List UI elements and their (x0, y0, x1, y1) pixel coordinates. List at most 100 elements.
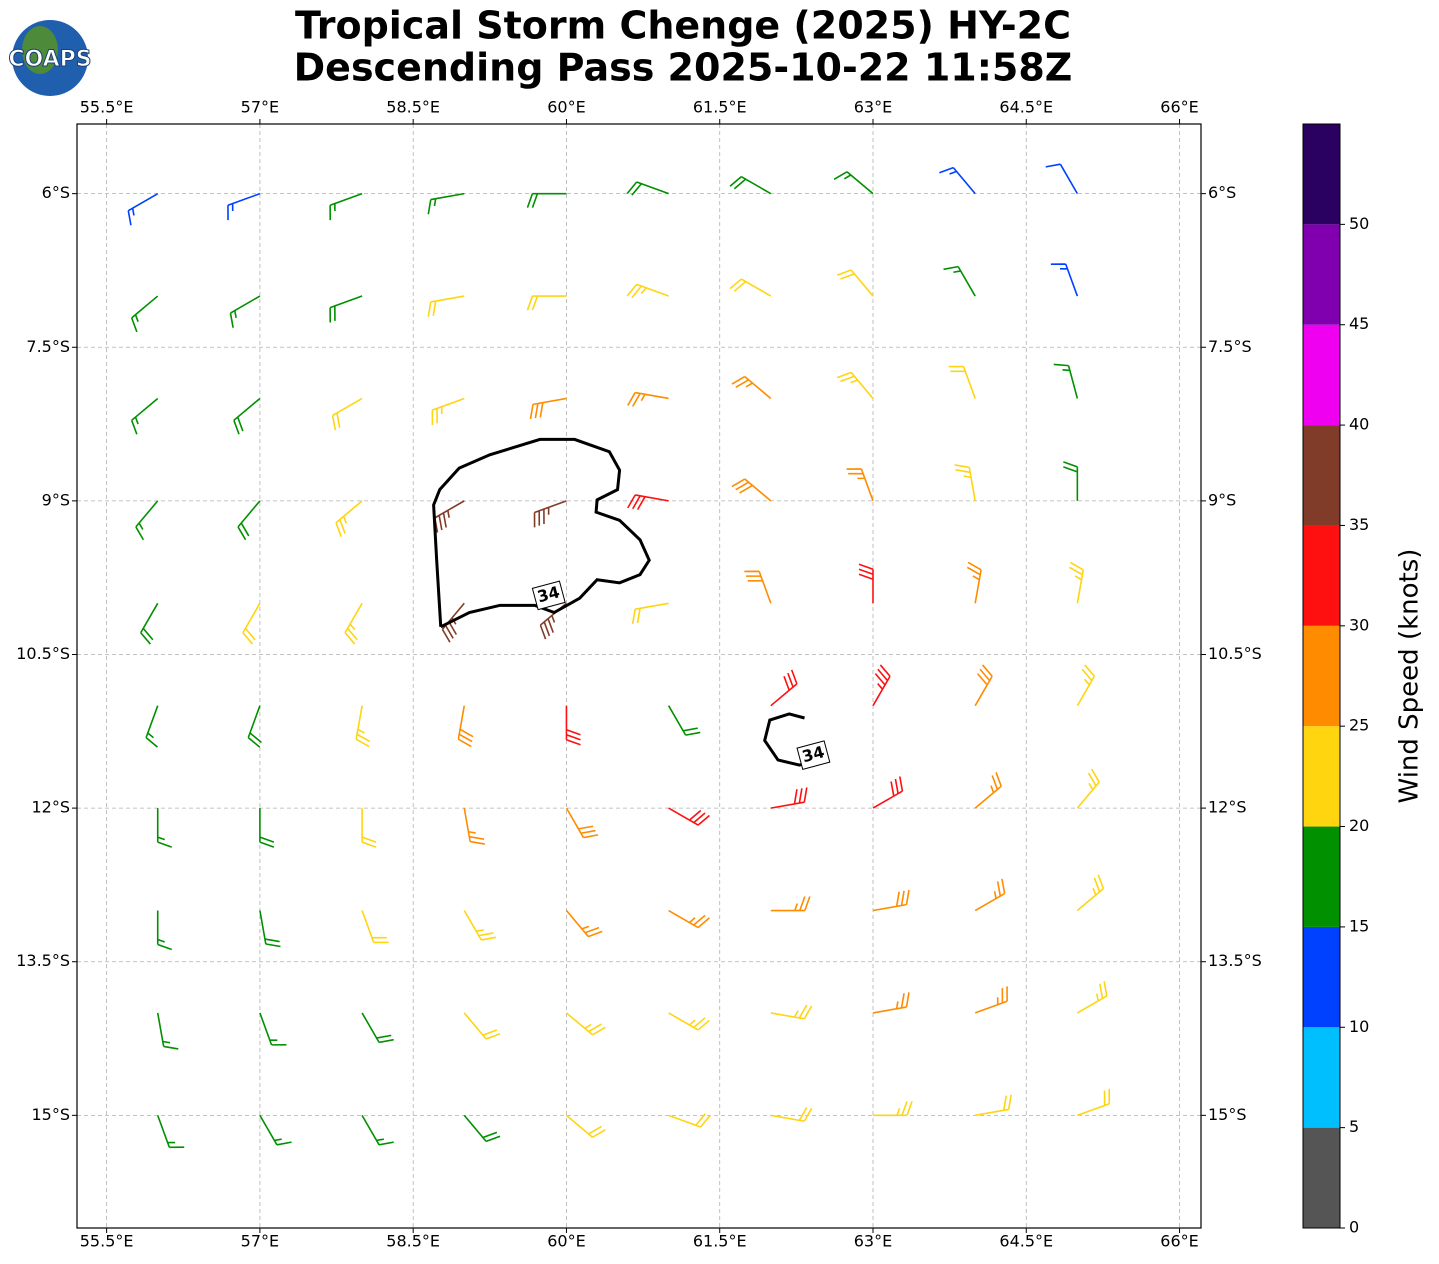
wind-barb (943, 265, 976, 297)
chart-title: Tropical Storm Chenge (2025) HY-2C (295, 4, 1071, 48)
y-tick-label: 10.5°S (1208, 644, 1262, 663)
colorbar-bin (1303, 625, 1340, 727)
x-tick-label: 55.5°E (80, 1232, 134, 1251)
x-tick-label: 66°E (1160, 98, 1198, 117)
wind-barb (631, 602, 669, 624)
wind-barb (974, 878, 1006, 912)
wind-barb (729, 278, 772, 297)
x-tick-label: 63°E (854, 1232, 892, 1251)
colorbar-tick-label: 10 (1349, 1017, 1369, 1036)
colorbar-tick-label: 30 (1349, 615, 1369, 634)
y-tick-label: 7.5°S (1208, 337, 1252, 356)
wind-barb (974, 772, 1002, 809)
wind-barb (237, 500, 261, 541)
x-tick-label: 61.5°E (693, 1232, 747, 1251)
contour-label-box (796, 740, 831, 770)
colorbar-bin (1303, 1127, 1340, 1228)
wind-barb (770, 1004, 813, 1020)
logo: COAPS (8, 20, 92, 96)
wind-barb (135, 500, 159, 541)
wind-barb (259, 808, 275, 848)
colorbar-bin (1303, 826, 1340, 927)
x-tick-label: 57°E (241, 98, 279, 117)
x-tick-label: 60°E (547, 1232, 585, 1251)
wind-barb (533, 500, 567, 528)
wind-barb (361, 808, 377, 848)
wind-barb (770, 669, 798, 707)
wind-barb (434, 500, 465, 533)
colorbar-tick-label: 25 (1349, 716, 1369, 735)
wind-barb (974, 986, 1008, 1014)
wind-barb (954, 464, 976, 502)
x-tick-label: 57°E (241, 1232, 279, 1251)
wind-barb (1076, 664, 1096, 707)
wind-barb (667, 705, 701, 736)
wind-barb (526, 295, 567, 311)
wind-barb (974, 664, 993, 707)
wind-barb (770, 787, 808, 809)
colorbar-frame (1302, 123, 1341, 1229)
wind-barb (770, 1107, 813, 1123)
wind-barb (335, 500, 363, 537)
y-tick-label: 9°S (42, 490, 70, 509)
wind-barb (361, 910, 389, 944)
wind-barb (156, 1012, 179, 1050)
wind-barb (463, 1012, 501, 1040)
y-tick-label: 12°S (1208, 798, 1247, 817)
chart-title: Descending Pass 2025-10-22 11:58Z (294, 46, 1073, 90)
wind-barb (242, 602, 261, 645)
x-tick-label: 58.5°E (386, 98, 440, 117)
wind-barb (858, 563, 874, 604)
wind-barb (1069, 561, 1085, 604)
x-tick-label: 66°E (1160, 1232, 1198, 1251)
contour-line (763, 712, 826, 767)
wind-barb (331, 397, 363, 431)
wind-barb (259, 910, 281, 948)
wind-barb (872, 776, 904, 809)
colorbar-tick-label: 40 (1349, 415, 1369, 434)
wind-barb (463, 807, 485, 845)
y-tick-label: 12°S (31, 798, 70, 817)
colorbar-tick-label: 45 (1349, 314, 1369, 333)
wind-barb (427, 192, 465, 215)
wind-barb (833, 171, 874, 195)
wind-barb (565, 807, 599, 839)
colorbar-bin (1303, 926, 1340, 1028)
wind-barb (463, 910, 497, 941)
x-tick-label: 64.5°E (999, 1232, 1053, 1251)
wind-barb (729, 175, 772, 195)
wind-barb (130, 397, 159, 435)
colorbar-bin (1303, 425, 1340, 526)
x-tick-label: 60°E (547, 98, 585, 117)
wind-barb (145, 705, 159, 748)
wind-barb (668, 807, 710, 826)
colorbar-bin (1303, 1027, 1340, 1128)
wind-barb (140, 602, 159, 645)
wind-barb (744, 570, 772, 604)
wind-barb (626, 181, 669, 196)
x-tick-label: 61.5°E (693, 98, 747, 117)
colorbar-label: Wind Speed (knots) (1395, 549, 1425, 804)
wind-barb (463, 1114, 501, 1143)
wind-barb (1076, 874, 1105, 912)
wind-barb (1063, 461, 1079, 501)
wind-barb (836, 371, 874, 399)
y-tick-label: 15°S (31, 1105, 70, 1124)
colorbar-tick-label: 20 (1349, 816, 1369, 835)
wind-barb (427, 295, 465, 317)
wind-barb (441, 602, 465, 643)
wind-barb (539, 602, 567, 640)
wind-barb (529, 397, 567, 420)
logo-text: COAPS (8, 47, 91, 72)
wind-barb (233, 397, 261, 435)
wind-barb (731, 478, 772, 502)
plot-frame (76, 123, 1202, 1229)
wind-barb (966, 561, 982, 604)
wind-barb (227, 192, 261, 221)
contour-label-box (531, 580, 566, 611)
colorbar-bin (1303, 324, 1340, 426)
y-tick-label: 10.5°S (16, 644, 70, 663)
wind-barb (1053, 363, 1079, 399)
wind-barb (668, 1012, 710, 1031)
